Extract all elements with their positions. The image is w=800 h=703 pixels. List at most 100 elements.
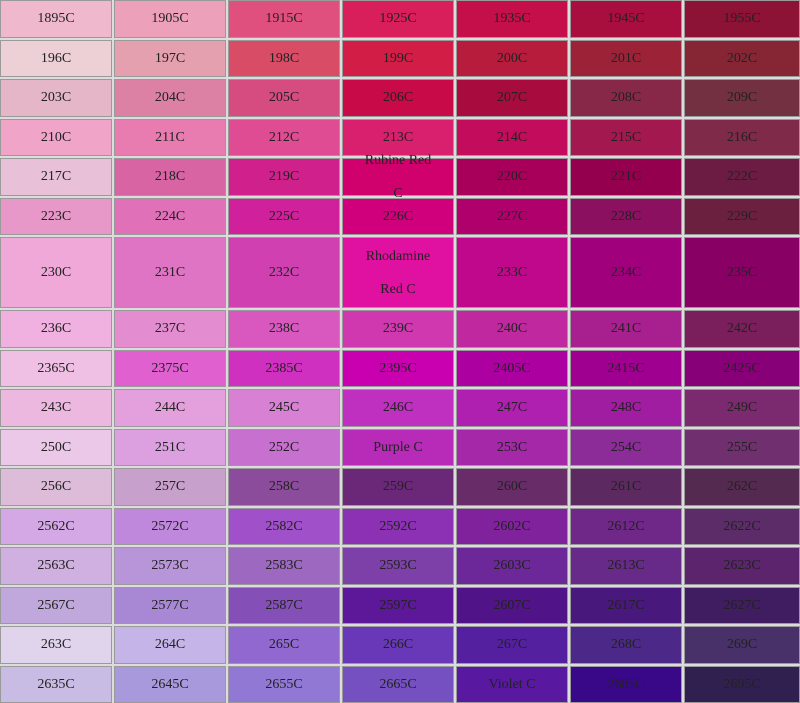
color-swatch: 2613C <box>570 547 682 585</box>
color-swatch: 259C <box>342 468 454 506</box>
color-swatch: 268C <box>570 626 682 664</box>
color-swatch: 230C <box>0 237 112 308</box>
color-swatch: 2415C <box>570 349 682 387</box>
color-swatch: 206C <box>342 79 454 117</box>
color-swatch: 260C <box>456 468 568 506</box>
color-swatch: 2365C <box>0 349 112 387</box>
color-swatch: 262C <box>684 468 800 506</box>
color-swatch: 2645C <box>114 665 226 703</box>
color-swatch: 2563C <box>0 547 112 585</box>
color-swatch: 219C <box>228 158 340 196</box>
color-swatch: 251C <box>114 428 226 466</box>
color-swatch: 255C <box>684 428 800 466</box>
color-swatch: 248C <box>570 389 682 427</box>
color-swatch: 2573C <box>114 547 226 585</box>
color-swatch: 265C <box>228 626 340 664</box>
color-swatch: 208C <box>570 79 682 117</box>
color-swatch: 233C <box>456 237 568 308</box>
color-swatch: 252C <box>228 428 340 466</box>
color-swatch: 240C <box>456 310 568 348</box>
color-swatch: 197C <box>114 39 226 77</box>
color-swatch: 2597C <box>342 586 454 624</box>
color-swatch: 2602C <box>456 507 568 545</box>
color-swatch: 204C <box>114 79 226 117</box>
color-swatch: 224C <box>114 197 226 235</box>
color-swatch: 209C <box>684 79 800 117</box>
color-swatch: 2665C <box>342 665 454 703</box>
color-swatch: 2583C <box>228 547 340 585</box>
color-swatch: 2627C <box>684 586 800 624</box>
color-swatch: 207C <box>456 79 568 117</box>
color-swatch: 232C <box>228 237 340 308</box>
color-swatch: 2577C <box>114 586 226 624</box>
color-swatch: 196C <box>0 39 112 77</box>
color-swatch: 244C <box>114 389 226 427</box>
color-swatch: 1895C <box>0 0 112 38</box>
color-swatch: 235C <box>684 237 800 308</box>
color-swatch: 214C <box>456 118 568 156</box>
color-swatch: 216C <box>684 118 800 156</box>
color-swatch: Rubine Red C <box>342 153 454 201</box>
color-swatch: 237C <box>114 310 226 348</box>
color-swatch: 239C <box>342 310 454 348</box>
color-swatch: Violet C <box>456 665 568 703</box>
color-swatch: 2592C <box>342 507 454 545</box>
color-swatch: 263C <box>0 626 112 664</box>
color-swatch: 246C <box>342 389 454 427</box>
color-swatch: 201C <box>570 39 682 77</box>
color-swatch: 2617C <box>570 586 682 624</box>
color-swatch: 234C <box>570 237 682 308</box>
color-swatch: 2623C <box>684 547 800 585</box>
color-swatch: 2375C <box>114 349 226 387</box>
color-swatch: 221C <box>570 158 682 196</box>
color-swatch: 2695C <box>684 665 800 703</box>
color-swatch: 261C <box>570 468 682 506</box>
color-swatch: 242C <box>684 310 800 348</box>
color-swatch: 210C <box>0 118 112 156</box>
color-swatch: 199C <box>342 39 454 77</box>
color-swatch: 267C <box>456 626 568 664</box>
color-swatch: 247C <box>456 389 568 427</box>
color-swatch: 215C <box>570 118 682 156</box>
color-swatch: 249C <box>684 389 800 427</box>
color-swatch: Rhodamine Red C <box>342 237 454 308</box>
color-swatch: 238C <box>228 310 340 348</box>
color-swatch: 2425C <box>684 349 800 387</box>
color-swatch: 241C <box>570 310 682 348</box>
color-swatch: 2593C <box>342 547 454 585</box>
color-swatch: 205C <box>228 79 340 117</box>
color-swatch: 245C <box>228 389 340 427</box>
color-swatch: 227C <box>456 197 568 235</box>
color-swatch: 217C <box>0 158 112 196</box>
color-swatch: 229C <box>684 197 800 235</box>
color-swatch: 2655C <box>228 665 340 703</box>
color-swatch: 2405C <box>456 349 568 387</box>
color-swatch: 225C <box>228 197 340 235</box>
color-swatch: 203C <box>0 79 112 117</box>
color-swatch: 1945C <box>570 0 682 38</box>
color-swatch: 1955C <box>684 0 800 38</box>
color-swatch: 218C <box>114 158 226 196</box>
color-swatch: 256C <box>0 468 112 506</box>
color-swatch: 2635C <box>0 665 112 703</box>
color-swatch: 2607C <box>456 586 568 624</box>
color-swatch: 1925C <box>342 0 454 38</box>
color-swatch: 253C <box>456 428 568 466</box>
color-swatch: 231C <box>114 237 226 308</box>
color-swatch: 2567C <box>0 586 112 624</box>
color-swatch: 211C <box>114 118 226 156</box>
color-swatch: 226C <box>342 197 454 235</box>
color-swatch: 2562C <box>0 507 112 545</box>
color-swatch: 1915C <box>228 0 340 38</box>
color-swatch: 198C <box>228 39 340 77</box>
color-swatch: 269C <box>684 626 800 664</box>
color-swatch: 1935C <box>456 0 568 38</box>
color-swatch: 236C <box>0 310 112 348</box>
color-swatch: 1905C <box>114 0 226 38</box>
color-swatch: 2582C <box>228 507 340 545</box>
color-swatch: 213C <box>342 118 454 156</box>
color-swatch: 2685C <box>570 665 682 703</box>
color-swatch: 254C <box>570 428 682 466</box>
